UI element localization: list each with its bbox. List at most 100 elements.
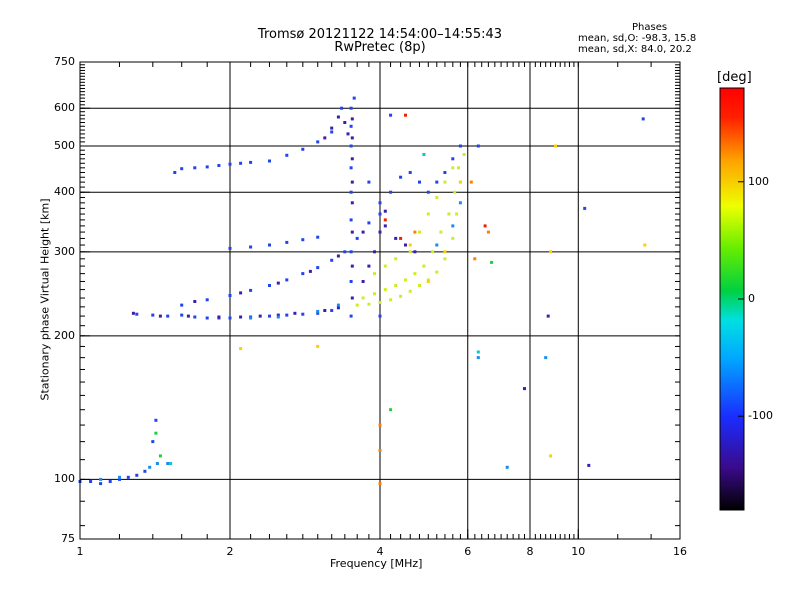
y-tick-label: 75 — [61, 532, 75, 545]
data-point — [389, 408, 393, 412]
data-point — [413, 250, 417, 254]
y-tick-label: 500 — [54, 138, 75, 152]
data-point — [455, 212, 459, 216]
data-point — [349, 166, 353, 170]
data-point — [418, 180, 421, 184]
data-point — [249, 160, 253, 164]
x-axis-title: Frequency [MHz] — [330, 557, 423, 570]
data-point — [389, 190, 393, 194]
data-point — [373, 272, 376, 276]
data-point — [268, 284, 271, 287]
data-point — [413, 272, 417, 276]
data-point — [343, 121, 347, 124]
data-point — [361, 230, 365, 234]
data-point — [249, 245, 253, 249]
data-point — [378, 300, 382, 304]
data-point — [228, 316, 232, 320]
data-point — [154, 418, 158, 422]
data-point — [451, 157, 455, 161]
data-point — [249, 316, 253, 320]
data-point — [443, 257, 447, 261]
data-point — [154, 431, 158, 435]
colorbar-tick-label: -100 — [748, 409, 773, 423]
data-point — [546, 314, 550, 318]
data-point — [301, 312, 305, 316]
data-point — [422, 153, 426, 156]
data-point — [316, 344, 320, 348]
data-point — [268, 243, 271, 247]
data-point — [349, 190, 353, 194]
data-point — [166, 462, 170, 465]
data-point — [276, 281, 280, 285]
data-point — [361, 280, 365, 283]
data-point — [323, 309, 327, 312]
data-point — [135, 473, 139, 477]
data-point — [447, 212, 451, 216]
data-point — [399, 294, 403, 298]
data-point — [316, 311, 320, 315]
data-point — [355, 303, 359, 307]
data-point — [330, 126, 334, 130]
y-tick-label: 400 — [54, 185, 75, 199]
data-point — [228, 246, 232, 250]
data-point — [173, 171, 177, 174]
data-point — [383, 218, 387, 222]
data-point — [330, 130, 334, 134]
data-point — [367, 302, 371, 306]
chart-title: Tromsø 20121122 14:54:00–14:55:43 — [257, 27, 503, 42]
x-tick-label: 1 — [76, 545, 84, 558]
data-point — [443, 171, 447, 174]
data-point — [205, 316, 209, 320]
data-point — [350, 180, 354, 184]
data-point — [151, 440, 155, 444]
data-point — [408, 289, 412, 293]
data-point — [169, 462, 173, 465]
data-point — [336, 115, 340, 119]
data-point — [426, 190, 430, 194]
data-point — [476, 144, 480, 148]
data-point — [349, 218, 353, 222]
x-tick-label: 10 — [571, 545, 586, 558]
data-point — [239, 291, 243, 295]
data-point — [349, 314, 353, 318]
data-point — [544, 356, 548, 360]
data-point — [350, 136, 354, 140]
y-axis-title: Stationary phase Virtual Height [km] — [38, 198, 52, 401]
data-point — [408, 171, 412, 174]
data-point — [276, 315, 280, 319]
data-point — [583, 206, 587, 210]
data-point — [99, 482, 103, 486]
data-point — [476, 350, 480, 354]
data-point — [151, 313, 155, 317]
data-point — [330, 309, 334, 312]
data-point — [439, 230, 443, 234]
data-point — [350, 230, 354, 234]
data-points — [78, 96, 647, 486]
data-point — [643, 243, 647, 247]
data-point — [316, 140, 320, 144]
data-point — [350, 296, 354, 300]
data-point — [180, 313, 184, 317]
data-point — [373, 292, 376, 296]
data-point — [473, 257, 477, 261]
data-point — [352, 96, 356, 100]
data-point — [378, 230, 382, 234]
data-point — [394, 236, 398, 240]
stats-heading: Phases — [632, 22, 668, 33]
data-point — [349, 280, 353, 283]
data-point — [451, 166, 455, 170]
y-tick-label: 750 — [54, 55, 75, 68]
data-point — [404, 278, 407, 282]
data-point — [483, 224, 487, 228]
data-point — [285, 240, 289, 244]
data-point — [158, 454, 162, 458]
data-point — [249, 288, 253, 292]
data-point — [99, 477, 103, 481]
colorbar-tick-label: 100 — [748, 174, 769, 188]
data-point — [408, 250, 412, 254]
data-point — [476, 356, 480, 360]
data-point — [458, 201, 462, 205]
colorbar-ticks — [738, 181, 744, 417]
data-point — [453, 190, 457, 194]
